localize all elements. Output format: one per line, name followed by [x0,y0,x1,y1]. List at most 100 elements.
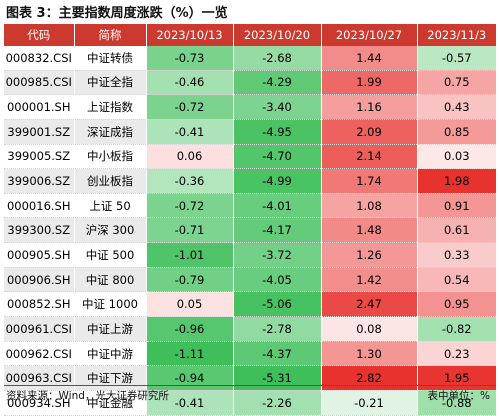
table-row: 000016.SH 上证 50 -0.72 -4.01 1.08 0.91 [4,193,496,219]
cell-code: 000016.SH [4,193,75,219]
cell-code: 000001.SH [4,94,75,120]
cell-name: 创业板指 [74,168,147,194]
cell-change-week-1: -1.11 [146,341,234,367]
cell-name: 上证 50 [74,193,147,219]
cell-change-week-4: 1.95 [417,365,496,391]
cell-change-week-3: 1.26 [321,242,418,268]
cell-change-week-4: 1.98 [417,168,496,194]
cell-change-week-4: 0.03 [417,144,496,170]
cell-name: 沪深 300 [74,217,147,244]
table-row: 000906.SH 中证 800 -0.79 -4.05 1.42 0.54 [4,267,496,293]
header-week-2: 2023/10/20 [233,24,322,46]
cell-change-week-2: -4.37 [233,341,322,367]
cell-change-week-3: -0.21 [321,390,418,416]
cell-change-week-3: 1.44 [321,46,418,71]
cell-name: 中证上游 [74,316,147,342]
cell-change-week-1: 0.05 [146,291,234,318]
cell-change-week-3: 0.08 [321,316,418,342]
header-name: 简称 [74,24,147,46]
table-row: 000832.CSI 中证转债 -0.73 -2.68 1.44 -0.57 [4,46,496,71]
cell-change-week-4: 0.75 [417,70,496,96]
cell-change-week-2: -2.26 [233,390,322,416]
cell-change-week-4: 0.33 [417,242,496,268]
cell-change-week-2: -4.95 [233,119,322,145]
cell-change-week-4: 0.91 [417,193,496,219]
table-row: 000961.CSI 中证上游 -0.96 -2.78 0.08 -0.82 [4,316,496,342]
cell-code: 000963.CSI [4,365,75,391]
table-row: 000985.CSI 中证全指 -0.46 -4.29 1.99 0.75 [4,70,496,96]
cell-change-week-2: -4.17 [233,217,322,244]
cell-change-week-1: -0.73 [146,46,234,71]
cell-change-week-1: -0.46 [146,70,234,96]
cell-name: 中证 500 [74,242,147,268]
unit-note: 表中单位：% [427,390,490,402]
cell-code: 399001.SZ [4,119,75,145]
cell-change-week-4: 0.85 [417,119,496,145]
cell-change-week-4: 0.23 [417,341,496,367]
cell-change-week-1: 0.06 [146,144,234,170]
cell-change-week-1: -0.71 [146,217,234,244]
cell-code: 000906.SH [4,267,75,293]
cell-change-week-2: -4.99 [233,168,322,194]
cell-change-week-2: -5.31 [233,365,322,391]
cell-change-week-1: -0.72 [146,193,234,219]
cell-change-week-4: 0.95 [417,291,496,318]
cell-name: 中证全指 [74,70,147,96]
header-week-4: 2023/11/3 [417,24,496,46]
cell-change-week-2: -2.68 [233,46,322,71]
cell-change-week-3: 2.47 [321,291,418,318]
cell-change-week-3: 1.16 [321,94,418,120]
cell-name: 中证 800 [74,267,147,293]
cell-code: 000961.CSI [4,316,75,342]
table-row: 000905.SH 中证 500 -1.01 -3.72 1.26 0.33 [4,242,496,268]
cell-change-week-2: -4.01 [233,193,322,219]
header-week-3: 2023/10/27 [321,24,418,46]
cell-change-week-1: -0.36 [146,168,234,194]
cell-code: 000832.CSI [4,46,75,71]
cell-change-week-2: -4.70 [233,144,322,170]
table-row: 399300.SZ 沪深 300 -0.71 -4.17 1.48 0.61 [4,217,496,244]
cell-change-week-3: 1.30 [321,341,418,367]
cell-change-week-4: 0.43 [417,94,496,120]
cell-change-week-1: -0.79 [146,267,234,293]
table-header-row: 代码 简称 2023/10/13 2023/10/20 2023/10/27 2… [4,24,496,46]
cell-change-week-2: -4.05 [233,267,322,293]
table-row: 399006.SZ 创业板指 -0.36 -4.99 1.74 1.98 [4,168,496,194]
cell-change-week-1: -0.96 [146,316,234,342]
cell-change-week-3: 1.42 [321,267,418,293]
cell-change-week-3: 1.99 [321,70,418,96]
cell-name: 中证转债 [74,46,147,71]
cell-change-week-3: 2.09 [321,119,418,145]
source-note: 资料来源：Wind，光大证券研究所 [6,390,169,402]
table-row: 000963.CSI 中证下游 -0.94 -5.31 2.82 1.95 [4,365,496,391]
cell-change-week-2: -3.40 [233,94,322,120]
header-week-1: 2023/10/13 [146,24,234,46]
cell-change-week-4: -0.82 [417,316,496,342]
cell-code: 399005.SZ [4,144,75,170]
cell-code: 399300.SZ [4,217,75,244]
cell-code: 399006.SZ [4,168,75,194]
cell-change-week-1: -0.72 [146,94,234,120]
cell-code: 000905.SH [4,242,75,268]
cell-change-week-3: 1.08 [321,193,418,219]
table-body: 000832.CSI 中证转债 -0.73 -2.68 1.44 -0.57 000985.… [4,46,496,416]
cell-change-week-2: -5.06 [233,291,322,318]
cell-code: 000962.CSI [4,341,75,367]
cell-name: 中证中游 [74,341,147,367]
index-change-table: 代码 简称 2023/10/13 2023/10/20 2023/10/27 2… [4,24,496,416]
page-title: 图表 3：主要指数周度涨跌（%）一览 [6,6,228,21]
cell-name: 中证下游 [74,365,147,391]
cell-change-week-1: -0.94 [146,365,234,391]
cell-change-week-3: 1.74 [321,168,418,194]
cell-change-week-2: -4.29 [233,70,322,96]
table-row: 399001.SZ 深证成指 -0.41 -4.95 2.09 0.85 [4,119,496,145]
cell-change-week-2: -2.78 [233,316,322,342]
cell-code: 000985.CSI [4,70,75,96]
footer-divider [4,385,496,386]
table-row: 000001.SH 上证指数 -0.72 -3.40 1.16 0.43 [4,94,496,120]
cell-change-week-4: 0.54 [417,267,496,293]
cell-change-week-1: -1.01 [146,242,234,268]
header-code: 代码 [4,24,75,46]
cell-change-week-3: 2.14 [321,144,418,170]
table-row: 399005.SZ 中小板指 0.06 -4.70 2.14 0.03 [4,144,496,170]
